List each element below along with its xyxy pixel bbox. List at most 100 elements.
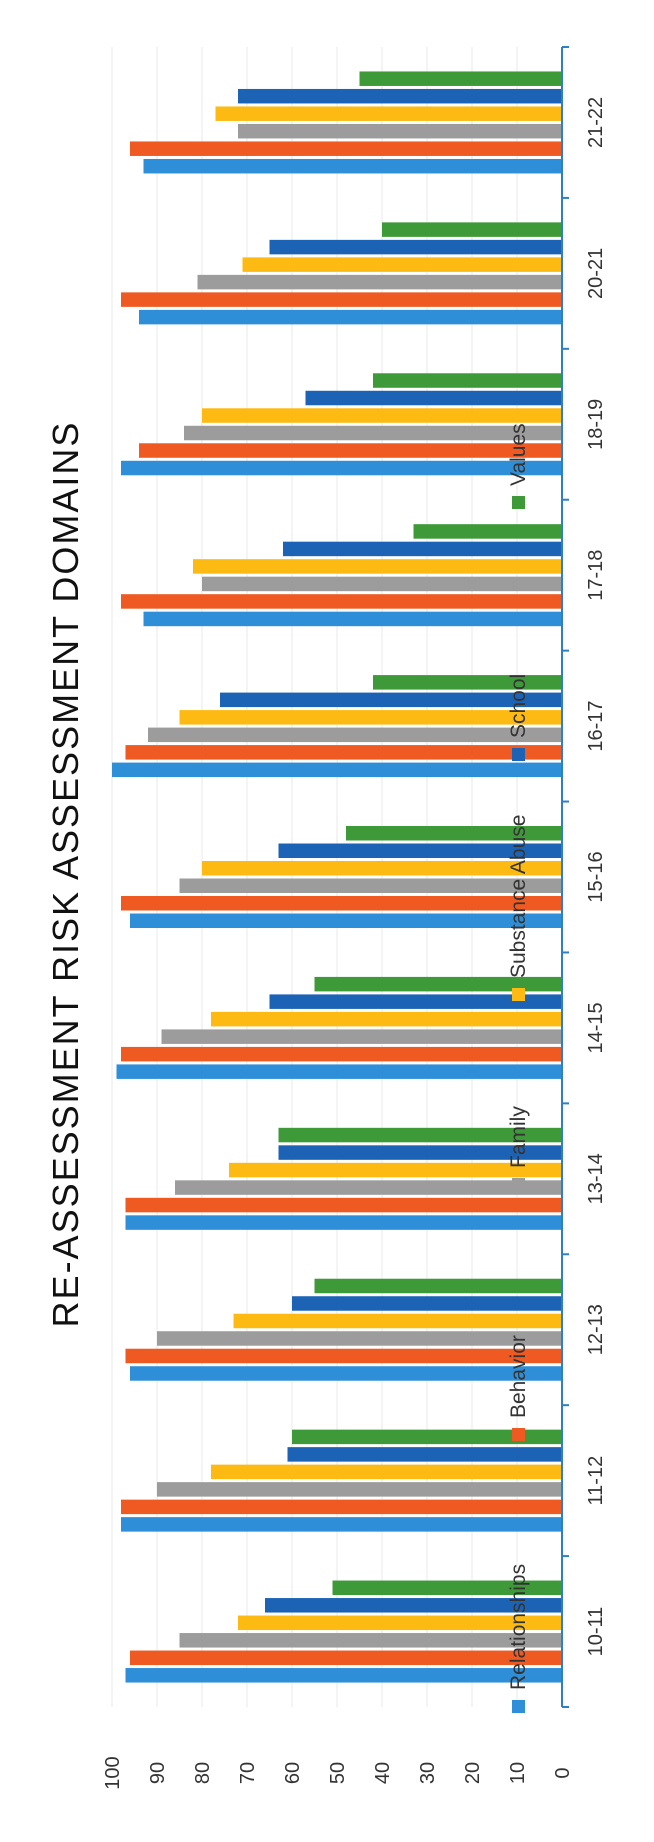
bar-values-12-13	[314, 1278, 562, 1294]
value-tick-label: 80	[192, 1762, 214, 1784]
value-tick-label: 100	[102, 1756, 124, 1789]
category-label: 16-17	[585, 701, 607, 752]
bar-group-17-18	[121, 524, 562, 627]
bar-values-15-16	[346, 826, 562, 841]
chart-title: RE-ASSESSMENT RISK ASSESSMENT DOMAINS	[45, 421, 86, 1328]
legend-item-family: Family	[507, 1106, 530, 1191]
bar-family-10-11	[179, 1633, 562, 1648]
bar-behavior-10-11	[130, 1650, 562, 1666]
bar-substance-abuse-14-15	[211, 1011, 562, 1027]
legend-swatch	[512, 1178, 525, 1191]
legend-label: Family	[507, 1106, 530, 1168]
bar-relationships-20-21	[139, 309, 562, 325]
value-tick-label: 10	[507, 1762, 529, 1784]
bar-group-13-14	[125, 1127, 562, 1230]
bar-relationships-15-16	[130, 913, 562, 928]
bar-behavior-18-19	[139, 443, 562, 458]
bar-family-16-17	[148, 727, 562, 743]
legend-item-behavior: Behavior	[507, 1335, 530, 1441]
bar-substance-abuse-15-16	[202, 861, 562, 876]
bar-school-12-13	[292, 1296, 562, 1311]
bar-group-12-13	[125, 1278, 562, 1381]
bar-relationships-21-22	[143, 158, 562, 174]
bar-substance-abuse-21-22	[215, 106, 562, 121]
bar-family-21-22	[238, 123, 562, 139]
bar-school-14-15	[269, 994, 562, 1009]
bar-school-13-14	[278, 1145, 562, 1160]
value-tick-label: 70	[237, 1762, 259, 1784]
bar-substance-abuse-12-13	[233, 1313, 562, 1329]
bar-school-10-11	[265, 1598, 562, 1613]
legend-swatch	[512, 1428, 525, 1441]
value-tick-label: 50	[327, 1762, 349, 1784]
bar-group-15-16	[121, 826, 562, 928]
legend-item-substance-abuse: Substance Abuse	[507, 815, 530, 1001]
bar-relationships-11-12	[121, 1517, 562, 1532]
bar-family-20-21	[197, 274, 562, 290]
bar-group-10-11	[125, 1580, 562, 1683]
bar-behavior-11-12	[121, 1499, 562, 1515]
value-tick-label: 40	[372, 1762, 394, 1784]
bar-group-14-15	[116, 976, 562, 1079]
category-label: 18-19	[585, 399, 607, 450]
legend-label: Substance Abuse	[507, 815, 530, 978]
legend-swatch	[512, 1700, 525, 1713]
bar-behavior-16-17	[125, 745, 562, 760]
bar-values-20-21	[382, 222, 562, 237]
bar-school-20-21	[269, 239, 562, 255]
legend-swatch	[512, 748, 525, 761]
category-label: 15-16	[585, 851, 607, 902]
bar-substance-abuse-17-18	[193, 559, 562, 574]
value-tick-label: 60	[282, 1762, 304, 1784]
bar-family-13-14	[175, 1180, 562, 1195]
bar-values-21-22	[359, 71, 562, 86]
bar-school-17-18	[283, 541, 562, 557]
bar-values-14-15	[314, 976, 562, 992]
bar-behavior-21-22	[130, 141, 562, 156]
legend-label: Relationships	[507, 1564, 530, 1690]
bar-relationships-14-15	[116, 1064, 562, 1079]
bar-behavior-12-13	[125, 1348, 562, 1364]
legend: Relationships Behavior Family Substance Abu…	[507, 423, 530, 1713]
bar-family-11-12	[157, 1482, 562, 1497]
bar-relationships-16-17	[112, 762, 562, 778]
legend-swatch	[512, 988, 525, 1001]
bar-behavior-15-16	[121, 896, 562, 911]
bar-family-17-18	[202, 576, 562, 592]
bar-substance-abuse-16-17	[179, 710, 562, 725]
legend-label: School	[507, 674, 530, 738]
bar-relationships-12-13	[130, 1366, 562, 1381]
bar-values-11-12	[292, 1429, 562, 1445]
bar-relationships-13-14	[125, 1215, 562, 1230]
category-label: 12-13	[585, 1304, 607, 1355]
legend-swatch	[512, 496, 525, 509]
value-tick-label: 20	[462, 1762, 484, 1784]
bar-behavior-20-21	[121, 292, 562, 307]
bar-substance-abuse-20-21	[242, 257, 562, 272]
bar-school-18-19	[305, 390, 562, 406]
bar-values-18-19	[373, 373, 562, 388]
bar-group-11-12	[121, 1429, 562, 1532]
bar-behavior-13-14	[125, 1197, 562, 1213]
category-label: 14-15	[585, 1002, 607, 1053]
category-label: 17-18	[585, 550, 607, 601]
category-label: 21-22	[585, 97, 607, 148]
bar-relationships-18-19	[121, 460, 562, 476]
bar-school-11-12	[287, 1447, 562, 1462]
value-tick-label: 90	[147, 1762, 169, 1784]
bar-relationships-10-11	[125, 1668, 562, 1683]
bar-school-16-17	[220, 692, 562, 708]
bar-family-12-13	[157, 1331, 562, 1346]
bar-group-18-19	[121, 373, 562, 476]
bar-relationships-17-18	[143, 611, 562, 627]
bars	[112, 71, 562, 1683]
category-labels: 10-11 11-12 12-13 13-14 14-15 15-16 16-17 17-18…	[585, 97, 607, 1657]
value-tick-label: 30	[417, 1762, 439, 1784]
bar-values-10-11	[332, 1580, 562, 1596]
bar-school-21-22	[238, 88, 562, 104]
legend-label: Behavior	[507, 1335, 530, 1418]
legend-label: Values	[507, 423, 530, 486]
bar-substance-abuse-13-14	[229, 1162, 562, 1178]
value-tick-labels: 0 10 20 30 40 50 60 70 80 90 100	[102, 1756, 574, 1789]
